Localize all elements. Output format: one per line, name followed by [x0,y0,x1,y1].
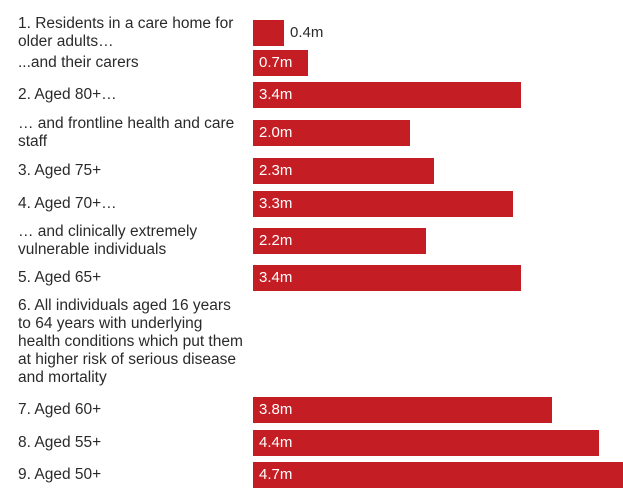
category-label: 8. Aged 55+ [18,434,102,451]
data-label: 2.3m [259,162,293,179]
category-label: 3. Aged 75+ [18,162,102,179]
data-label: 2.0m [259,124,293,141]
bar [253,158,434,184]
data-label: 0.7m [259,54,293,71]
data-label: 4.4m [259,434,293,451]
data-label: 3.3m [259,195,293,212]
bar [253,50,308,76]
category-label: 7. Aged 60+ [18,401,102,418]
category-label: 6. All individuals aged 16 years to 64 y… [18,297,243,386]
data-label: 0.4m [290,24,324,41]
category-label: 9. Aged 50+ [18,466,102,483]
data-label: 3.4m [259,269,293,286]
data-label: 3.4m [259,86,293,103]
data-label: 3.8m [259,401,293,418]
bar [253,120,410,146]
bar [253,397,552,423]
category-label: 1. Residents in a care home for older ad… [18,15,234,50]
bar [253,265,521,291]
category-label: 4. Aged 70+… [18,195,117,212]
bar [253,462,623,488]
category-label: 2. Aged 80+… [18,86,117,103]
data-label: 4.7m [259,466,293,483]
bar [253,82,521,108]
category-label: … and clinically extremely vulnerable in… [18,223,198,258]
category-label: … and frontline health and care staff [18,115,235,150]
data-label: 2.2m [259,232,293,249]
bar [253,191,513,217]
bar [253,20,284,46]
bar [253,430,599,456]
bar [253,228,426,254]
category-label: 5. Aged 65+ [18,269,102,286]
category-label: ...and their carers [18,54,139,71]
